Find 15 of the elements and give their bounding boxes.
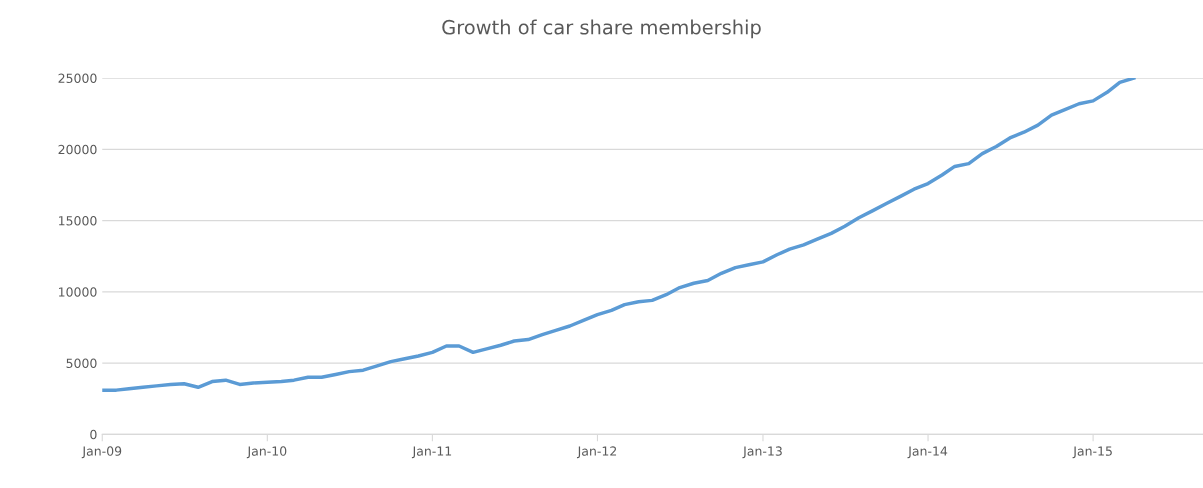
x-tick-label: Jan-12 (576, 446, 617, 459)
y-tick-label: 0 (90, 429, 97, 440)
x-tick-label: Jan-15 (1072, 446, 1112, 459)
y-tick-label: 15000 (59, 216, 97, 226)
y-tick-label: 20000 (58, 144, 97, 155)
line-series (102, 78, 1136, 392)
x-tick-label: Jan-14 (907, 446, 948, 459)
x-tick-label: Jan-11 (411, 446, 452, 459)
chart-title: Growth of car share membership (442, 19, 761, 39)
x-tick-label: Jan-09 (81, 446, 122, 459)
y-tick-label: 10000 (59, 287, 97, 297)
x-tick-label: Jan-10 (246, 446, 287, 459)
y-tick-label: 5000 (66, 358, 97, 368)
x-tick-label: Jan-13 (742, 446, 782, 459)
y-tick-label: 25000 (58, 73, 97, 84)
